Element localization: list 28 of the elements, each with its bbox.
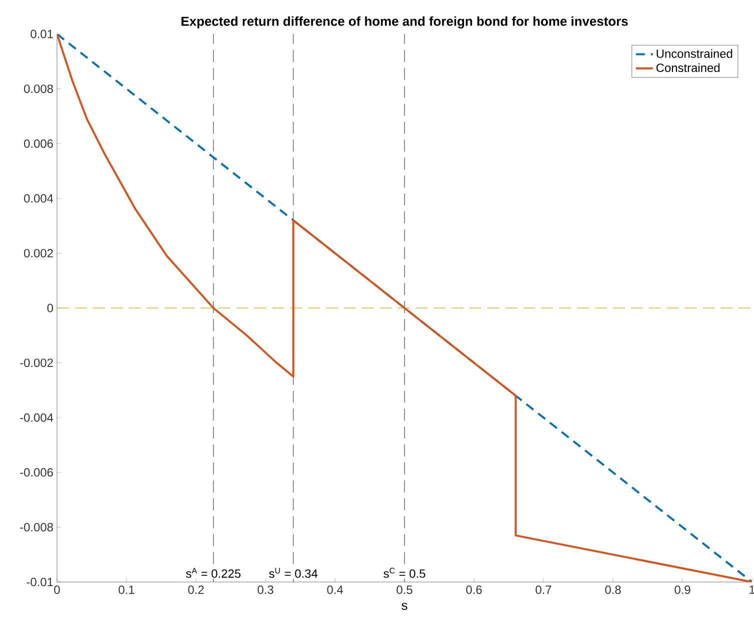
- x-tick-label: 0.2: [188, 586, 204, 594]
- ref-line-label: s$^{U}$ = 0.34: [269, 568, 318, 578]
- x-tick-label: 0.4: [327, 586, 343, 594]
- y-tick-label: 0.008: [24, 84, 53, 94]
- x-tick-label: 0.3: [258, 586, 274, 594]
- y-tick-label: 0.002: [24, 248, 53, 258]
- legend-label: Unconstrained: [656, 49, 732, 58]
- x-tick-label: 0.6: [466, 586, 482, 594]
- y-tick-label: 0.01: [30, 30, 53, 38]
- x-tick-label: 0: [54, 586, 60, 594]
- y-tick-label: 0: [47, 304, 54, 312]
- y-tick-label: -0.004: [20, 413, 54, 422]
- x-tick-label: 0.7: [536, 586, 552, 594]
- ref-line-label: s$^{A}$ = 0.225: [186, 568, 241, 578]
- y-tick-label: 0.004: [24, 194, 54, 203]
- x-tick-label: 0.9: [674, 586, 690, 594]
- y-tick-label: 0.006: [24, 139, 53, 148]
- legend-label: Constrained: [656, 63, 720, 72]
- x-tick-label: 0.5: [396, 586, 412, 594]
- y-tick-label: -0.01: [26, 578, 53, 586]
- chart-title: Expected return difference of home and foreign bond for home investors: [182, 16, 628, 28]
- y-tick-label: -0.002: [20, 358, 53, 368]
- y-tick-label: -0.008: [20, 522, 53, 532]
- x-axis-title: s: [402, 602, 408, 610]
- x-tick-label: 0.8: [605, 586, 621, 594]
- x-tick-label: 0.1: [118, 586, 134, 594]
- y-tick-label: -0.006: [20, 468, 53, 477]
- ref-line-label: s$^{C}$ = 0.5: [384, 568, 426, 578]
